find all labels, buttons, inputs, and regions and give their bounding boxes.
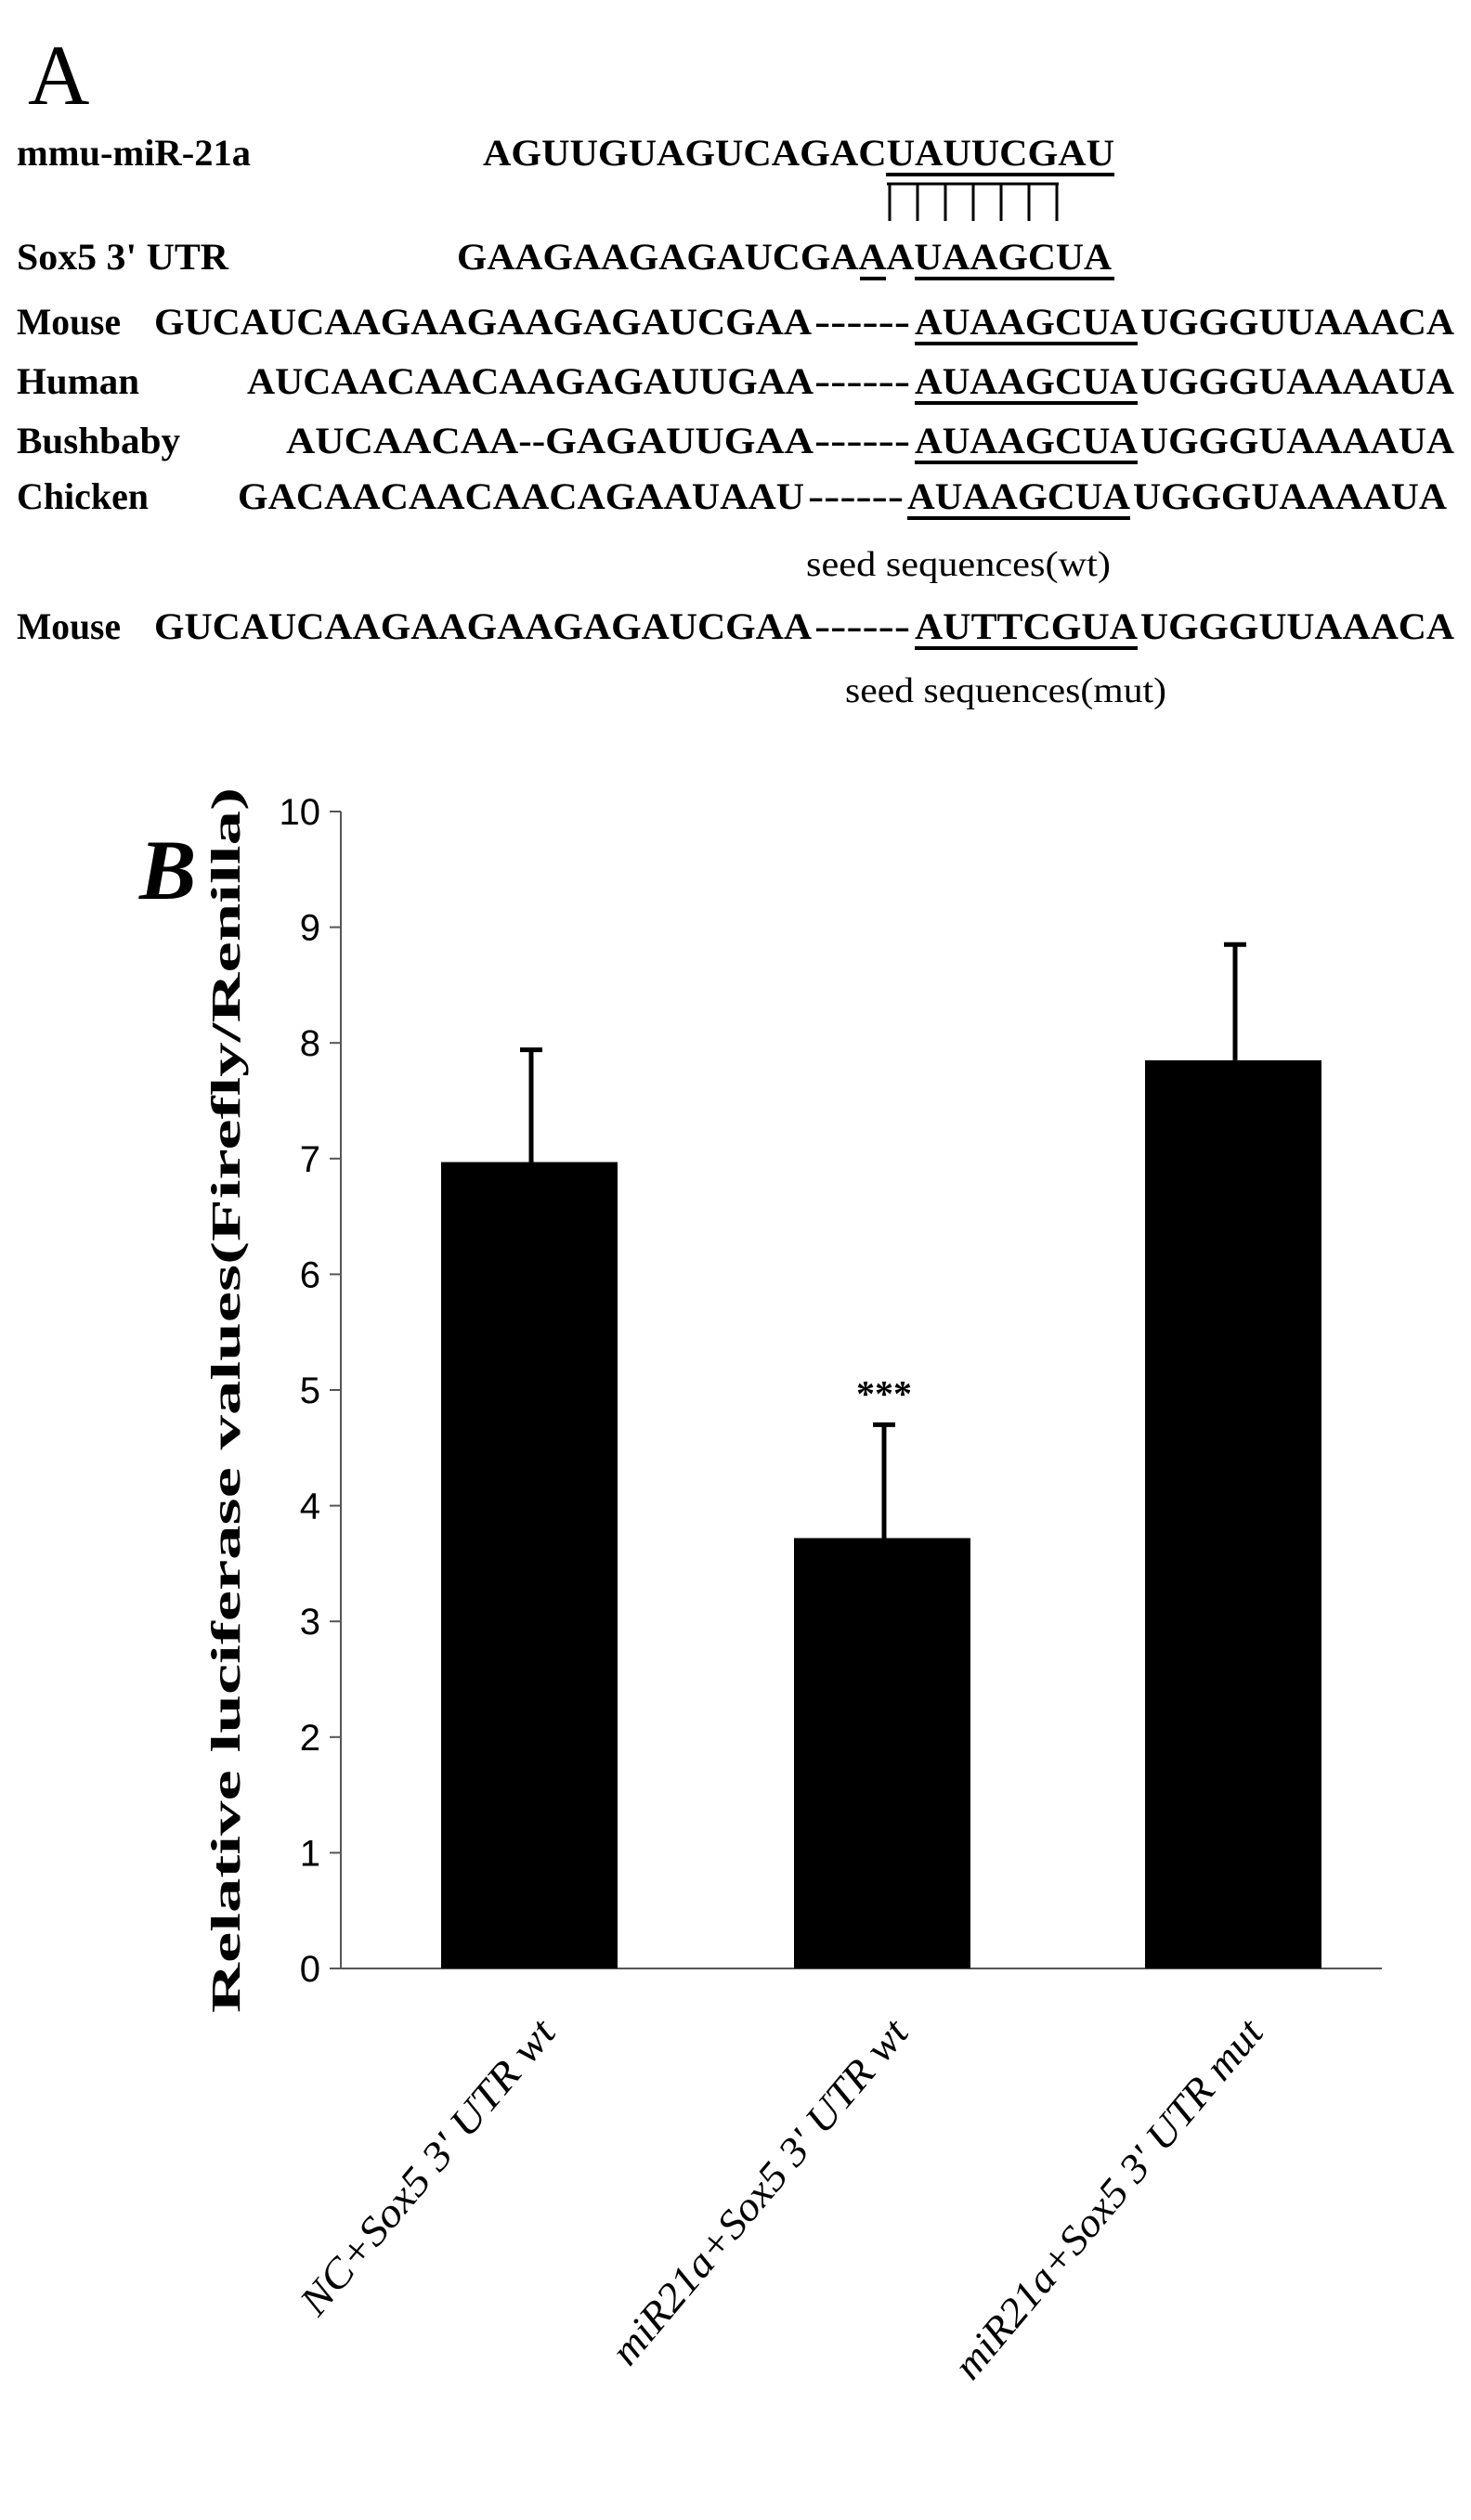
y-axis-label: Relative luciferase values(Firefly/Renil… [203,787,249,2013]
svg-text:Mouse: Mouse [17,301,121,343]
seed-mouse: AUAAGCUA [915,301,1138,343]
y-tick-label: 1 [300,1833,320,1874]
panel-a-letter: A [28,28,89,123]
mirna-label: mmu-miR-21a [17,132,251,174]
panel-a: A mmu-miR-21a AGUUGUAGUCAGACUAUUCGAU Sox… [17,28,1454,710]
y-tick-label: 7 [300,1139,320,1180]
alignment-row-chicken: Chicken GACAACAACAACAGAAUAAU ------ AUAA… [17,475,1447,520]
alignment-row-bushbaby: Bushbaby AUCAACAA--GAGAUUGAA ------ AUAA… [17,420,1454,464]
mutant-row-mouse: Mouse GUCAUCAAGAAGAAGAGAUCGAA ------ AUT… [17,605,1454,650]
svg-text:------: ------ [814,360,910,402]
base-pairing-ticks [887,182,1059,221]
svg-text:AUCAACAA--GAGAUUGAA: AUCAACAA--GAGAUUGAA [286,420,814,461]
y-tick-label: 6 [300,1254,320,1295]
utr-sequence: GAAGAAGAGAUCGAAAUAAGCUA [457,236,1112,278]
x-category-label: miR21a+Sox5 3' UTR mut [944,2009,1273,2388]
bar [794,1538,970,1968]
alignment-row-human: Human AUCAACAACAAGAGAUUGAA ------ AUAAGC… [17,360,1454,405]
svg-text:AUCAACAACAAGAGAUUGAA: AUCAACAACAAGAGAUUGAA [247,360,814,402]
seed-human: AUAAGCUA [915,360,1138,402]
chart-x-labels: NC+Sox5 3' UTR wt miR21a+Sox5 3' UTR wt mi… [290,2008,1273,2387]
y-tick-label: 2 [300,1718,320,1759]
svg-text:UGGGUAAAAUA: UGGGUAAAAUA [1140,420,1454,461]
svg-text:UGGGUUAAACA: UGGGUUAAACA [1140,605,1454,647]
svg-text:Chicken: Chicken [17,475,149,517]
svg-text:------: ------ [814,301,910,343]
mirna-sequence: AGUUGUAGUCAGACUAUUCGAU [483,132,1114,174]
svg-text:------: ------ [808,475,904,517]
seed-mutant: AUTTCGUA [915,605,1138,647]
svg-text:Human: Human [17,360,139,402]
bar [441,1162,618,1968]
svg-text:GUCAUCAAGAAGAAGAGAUCGAA: GUCAUCAAGAAGAAGAGAUCGAA [154,605,812,647]
svg-text:UGGGUAAAAUA: UGGGUAAAAUA [1133,475,1447,517]
svg-text:Bushbaby: Bushbaby [17,420,180,461]
svg-text:UGGGUAAAAUA: UGGGUAAAAUA [1140,360,1454,402]
y-tick-label: 0 [300,1949,320,1990]
svg-text:------: ------ [814,605,910,647]
significance-marker: *** [856,1372,912,1414]
bar [1145,1059,1321,1968]
y-tick-label: 4 [300,1487,320,1527]
panel-b-letter: B [138,823,196,917]
chart-bars: *** [441,942,1321,1968]
y-tick-label: 3 [300,1602,320,1643]
seed-caption-wt: seed sequences(wt) [806,545,1111,584]
svg-text:GUCAUCAAGAAGAAGAGAUCGAA: GUCAUCAAGAAGAAGAGAUCGAA [154,301,812,343]
y-tick-label: 5 [300,1370,320,1411]
svg-text:GACAACAACAACAGAAUAAU: GACAACAACAACAGAAUAAU [238,475,804,517]
seed-bushbaby: AUAAGCUA [915,420,1138,461]
svg-text:UGGGUUAAACA: UGGGUUAAACA [1140,301,1454,343]
alignment-row-mouse: Mouse GUCAUCAAGAAGAAGAGAUCGAA ------ AUA… [17,301,1454,345]
y-tick-label: 10 [280,792,321,833]
y-tick-label: 9 [300,908,320,949]
seed-chicken: AUAAGCUA [907,475,1130,517]
svg-text:------: ------ [814,420,910,461]
x-category-label: miR21a+Sox5 3' UTR wt [602,2008,918,2373]
utr-label: Sox5 3' UTR [17,236,229,278]
x-category-label: NC+Sox5 3' UTR wt [290,2008,566,2324]
y-tick-label: 8 [300,1023,320,1064]
seed-caption-mut: seed sequences(mut) [845,671,1166,710]
panel-b: B Relative luciferase values(Firefly/Ren… [138,787,1382,2388]
svg-text:Mouse: Mouse [17,605,121,647]
